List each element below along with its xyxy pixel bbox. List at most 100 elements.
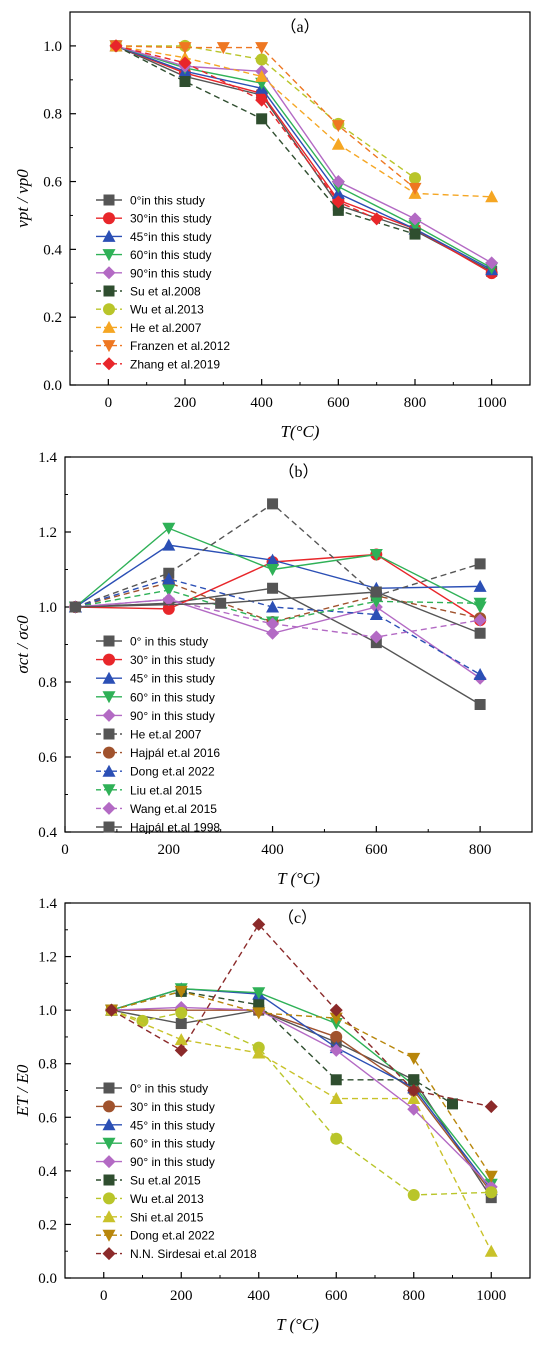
legend-entry: 60° in this study bbox=[130, 690, 215, 704]
data-point bbox=[175, 1018, 187, 1030]
data-point bbox=[162, 593, 176, 606]
legend-entry: Wu et.al 2013 bbox=[130, 1192, 204, 1206]
data-point bbox=[473, 597, 487, 610]
series-line bbox=[74, 527, 481, 608]
x-tick-label: 600 bbox=[365, 842, 388, 858]
panel-label: （a） bbox=[280, 18, 319, 36]
series-line bbox=[111, 1009, 492, 1193]
x-tick-label: 0 bbox=[105, 395, 113, 411]
legend-entry: He et al.2007 bbox=[130, 321, 202, 335]
legend-entry: 30°in this study bbox=[130, 212, 212, 226]
data-point bbox=[473, 579, 487, 592]
x-tick-label: 600 bbox=[325, 1288, 348, 1304]
y-tick-label: 0.8 bbox=[38, 675, 57, 691]
legend-marker bbox=[103, 1100, 115, 1113]
data-point bbox=[162, 584, 176, 597]
y-tick-label: 0.4 bbox=[43, 242, 62, 258]
series-4 bbox=[68, 522, 487, 614]
y-tick-label: 1.0 bbox=[43, 39, 62, 55]
legend-entry: 90° in this study bbox=[130, 1155, 215, 1169]
x-axis-label: T(°C) bbox=[281, 422, 320, 441]
data-point bbox=[407, 1092, 421, 1105]
legend-entry: Liu et.al 2015 bbox=[130, 783, 202, 797]
series-line bbox=[116, 45, 416, 179]
legend-entry: Dong et.al 2022 bbox=[130, 765, 215, 779]
data-point bbox=[332, 204, 344, 216]
data-point bbox=[253, 999, 265, 1011]
data-point bbox=[330, 1030, 343, 1043]
panel-label: （c） bbox=[278, 909, 317, 927]
data-point bbox=[473, 613, 487, 627]
series-line bbox=[75, 591, 481, 634]
data-point bbox=[474, 627, 486, 639]
series-line bbox=[115, 45, 493, 264]
series-line bbox=[75, 581, 481, 623]
legend-marker bbox=[103, 821, 115, 833]
x-tick-label: 800 bbox=[403, 1288, 426, 1304]
legend-marker bbox=[102, 801, 116, 815]
y-tick-label: 0.0 bbox=[43, 378, 62, 394]
x-tick-label: 400 bbox=[250, 395, 273, 411]
data-point bbox=[408, 220, 422, 233]
data-point bbox=[409, 172, 421, 185]
data-point bbox=[256, 113, 268, 125]
legend-marker bbox=[102, 784, 116, 797]
legend-entry: Franzen et al.2012 bbox=[130, 339, 230, 353]
x-tick-label: 400 bbox=[261, 842, 284, 858]
x-axis-label: T (°C) bbox=[276, 1315, 319, 1334]
x-tick-label: 200 bbox=[158, 842, 181, 858]
data-point bbox=[447, 1098, 458, 1110]
data-point bbox=[408, 1074, 420, 1086]
legend-entry: 30° in this study bbox=[130, 1100, 215, 1114]
legend-marker bbox=[102, 708, 116, 722]
data-point bbox=[331, 195, 345, 209]
data-point bbox=[474, 558, 486, 570]
legend-entry: Shi et.al 2015 bbox=[130, 1210, 204, 1224]
legend-entry: 45° in this study bbox=[130, 1118, 215, 1132]
legend-marker bbox=[102, 229, 116, 242]
charts-container: 0 200 400 600 800 1000 0.0 0.2 0.4 0.6 0.8 1.0 （a） T(… bbox=[13, 11, 533, 1334]
panel-label: （b） bbox=[278, 463, 318, 481]
legend-marker bbox=[103, 285, 115, 297]
series-3 bbox=[68, 538, 487, 613]
data-point bbox=[178, 56, 192, 70]
data-point bbox=[105, 1003, 118, 1017]
data-point bbox=[474, 699, 486, 710]
legend-marker bbox=[102, 357, 116, 371]
legend-marker bbox=[102, 266, 116, 280]
legend-entry: 0°in this study bbox=[130, 194, 205, 208]
legend-marker bbox=[102, 1229, 116, 1242]
data-point bbox=[136, 1014, 149, 1027]
legend-marker bbox=[103, 653, 115, 666]
data-point bbox=[178, 42, 192, 55]
legend-marker bbox=[103, 1192, 115, 1205]
data-point bbox=[331, 137, 345, 150]
data-point bbox=[179, 76, 191, 88]
legend-entry: Hajpál et.al 1998 bbox=[130, 821, 220, 835]
legend-marker bbox=[102, 320, 116, 333]
series-line bbox=[111, 1006, 492, 1188]
data-point bbox=[109, 39, 123, 53]
legend-marker bbox=[102, 691, 116, 704]
legend-marker bbox=[103, 303, 115, 316]
data-point bbox=[485, 190, 499, 203]
legend-marker bbox=[103, 1082, 115, 1094]
data-point bbox=[369, 630, 383, 644]
x-tick-label: 600 bbox=[327, 395, 350, 411]
data-point bbox=[330, 1132, 343, 1145]
data-point bbox=[266, 617, 280, 631]
data-point bbox=[266, 626, 280, 640]
data-point bbox=[162, 572, 176, 585]
series-8 bbox=[109, 39, 499, 203]
legend-marker bbox=[102, 340, 116, 353]
data-point bbox=[162, 602, 175, 615]
data-point bbox=[329, 1092, 343, 1105]
series-line bbox=[111, 1009, 492, 1252]
legend-entry: 45°in this study bbox=[130, 230, 212, 244]
series-10 bbox=[109, 39, 384, 226]
data-point bbox=[216, 42, 230, 55]
series-line bbox=[111, 1009, 492, 1199]
y-tick-label: 0.8 bbox=[43, 107, 62, 123]
series-line bbox=[111, 990, 492, 1177]
data-point bbox=[267, 498, 279, 510]
